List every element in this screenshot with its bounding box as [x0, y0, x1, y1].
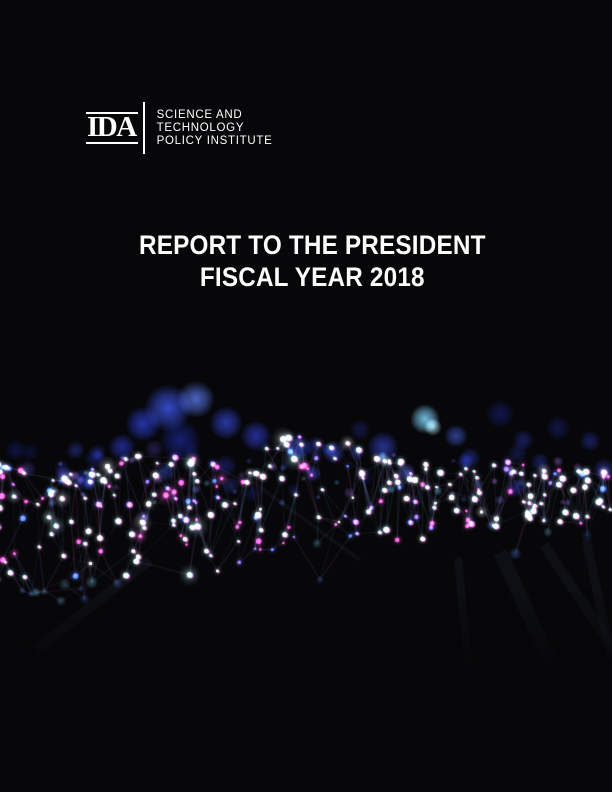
- report-title: REPORT TO THE PRESIDENT FISCAL YEAR 2018: [37, 229, 588, 293]
- logo-org-line-3: POLICY INSTITUTE: [156, 134, 273, 147]
- logo-org-line-2: TECHNOLOGY: [156, 121, 245, 134]
- ida-logo-acronym: IDA: [86, 111, 138, 144]
- logo-org-line-1: SCIENCE AND: [156, 108, 243, 121]
- ida-logo: IDA SCIENCE AND TECHNOLOGY POLICY INSTIT…: [86, 102, 272, 154]
- report-title-line-2: FISCAL YEAR 2018: [199, 262, 425, 292]
- logo-divider: [142, 102, 145, 154]
- network-artwork-image: [0, 365, 612, 675]
- logo-org-name: SCIENCE AND TECHNOLOGY POLICY INSTITUTE: [157, 109, 273, 148]
- report-title-line-1: REPORT TO THE PRESIDENT: [138, 230, 486, 260]
